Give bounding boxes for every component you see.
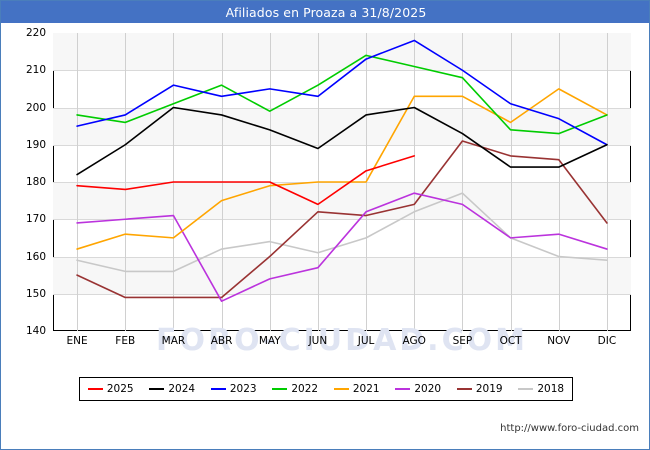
legend-label: 2021 xyxy=(352,383,380,395)
gridline-horizontal xyxy=(53,107,631,109)
y-axis-tick-label: 140 xyxy=(25,325,46,337)
y-axis: 220 210 200 190 180 170 160 150 140 xyxy=(1,27,51,337)
legend-item-2022[interactable]: 2022 xyxy=(272,383,318,395)
series-line-2025 xyxy=(76,155,416,206)
x-axis-tick-label: JUL xyxy=(357,335,375,347)
gridline-vertical xyxy=(558,33,560,331)
legend-item-2019[interactable]: 2019 xyxy=(456,383,503,395)
gridline-vertical xyxy=(462,33,464,331)
series-line-2023 xyxy=(76,39,608,146)
legend-color-swatch xyxy=(333,387,349,391)
y-axis-tick-label: 220 xyxy=(25,27,46,39)
x-axis-tick-label: OCT xyxy=(499,335,522,347)
legend-item-2020[interactable]: 2020 xyxy=(395,383,441,395)
legend-color-swatch xyxy=(395,387,411,391)
page-title: Afiliados en Proaza a 31/8/2025 xyxy=(225,4,427,20)
legend-item-2018[interactable]: 2018 xyxy=(518,383,564,395)
x-axis-tick-label: MAR xyxy=(161,335,186,347)
y-axis-tick-label: 150 xyxy=(25,287,46,300)
legend-label: 2019 xyxy=(475,383,503,395)
x-axis-tick-label: JUN xyxy=(308,335,328,347)
series-line-2020 xyxy=(76,192,608,303)
x-axis-tick-label: MAY xyxy=(258,335,281,347)
legend-label: 2024 xyxy=(168,383,196,395)
x-axis-tick-label: ENE xyxy=(66,335,88,347)
legend-color-swatch xyxy=(272,387,288,391)
legend-color-swatch xyxy=(456,387,472,391)
legend-color-swatch xyxy=(210,387,226,391)
series-line-2022 xyxy=(76,54,608,135)
gridline-horizontal xyxy=(53,256,631,258)
gridline-vertical xyxy=(77,33,79,331)
y-axis-tick-label: 210 xyxy=(25,64,46,77)
gridline-vertical xyxy=(414,33,416,331)
y-axis-tick-label: 190 xyxy=(25,138,46,151)
legend-item-2021[interactable]: 2021 xyxy=(333,383,380,395)
x-axis-tick-label: NOV xyxy=(547,335,571,347)
legend-item-2023[interactable]: 2023 xyxy=(210,383,257,395)
legend-label: 2025 xyxy=(106,383,134,395)
legend-color-swatch xyxy=(149,387,165,391)
legend-color-swatch xyxy=(87,387,103,391)
y-axis-tick-label: 200 xyxy=(25,101,46,114)
gridline-horizontal xyxy=(53,144,631,146)
series-line-2018 xyxy=(76,192,608,273)
legend-item-2025[interactable]: 2025 xyxy=(87,383,134,395)
legend-color-swatch xyxy=(518,387,534,391)
x-axis-tick-label: FEB xyxy=(115,335,136,347)
legend-item-2024[interactable]: 2024 xyxy=(149,383,195,395)
chart-legend: 2025 2024 2023 2022 2021 2020 2019 2018 xyxy=(79,377,573,401)
series-lines xyxy=(76,39,608,303)
gridline-vertical xyxy=(510,33,512,331)
x-axis-tick-label: AGO xyxy=(402,335,426,347)
y-axis-tick-label: 170 xyxy=(25,213,46,226)
legend-label: 2020 xyxy=(414,383,442,395)
legend-label: 2018 xyxy=(537,383,565,395)
window-title-bar: Afiliados en Proaza a 31/8/2025 xyxy=(1,1,649,23)
y-axis-tick-label: 180 xyxy=(25,176,46,188)
x-axis: ENE FEB MAR ABR MAY JUN JUL AGO SEP OCT NOV DIC xyxy=(53,335,631,355)
legend-label: 2023 xyxy=(229,383,257,395)
x-axis-tick-label: DIC xyxy=(597,335,617,347)
x-axis-tick-label: ABR xyxy=(210,335,233,347)
gridline-horizontal xyxy=(53,219,631,221)
series-line-2021 xyxy=(76,88,608,250)
source-url: http://www.foro-ciudad.com xyxy=(500,423,639,434)
series-line-2024 xyxy=(76,106,608,176)
gridline-vertical xyxy=(606,33,608,331)
x-axis-tick-label: SEP xyxy=(452,335,473,347)
series-line-2019 xyxy=(76,140,608,299)
y-axis-tick-label: 160 xyxy=(25,250,46,263)
gridline-horizontal xyxy=(53,293,631,295)
plot-area xyxy=(53,33,631,331)
gridline-vertical xyxy=(125,33,127,331)
plot-band xyxy=(53,256,631,294)
legend-label: 2022 xyxy=(291,383,319,395)
plot-band xyxy=(53,33,631,71)
chart-canvas: 220 210 200 190 180 170 160 150 140 FORO-CIUDAD.… xyxy=(1,23,649,449)
